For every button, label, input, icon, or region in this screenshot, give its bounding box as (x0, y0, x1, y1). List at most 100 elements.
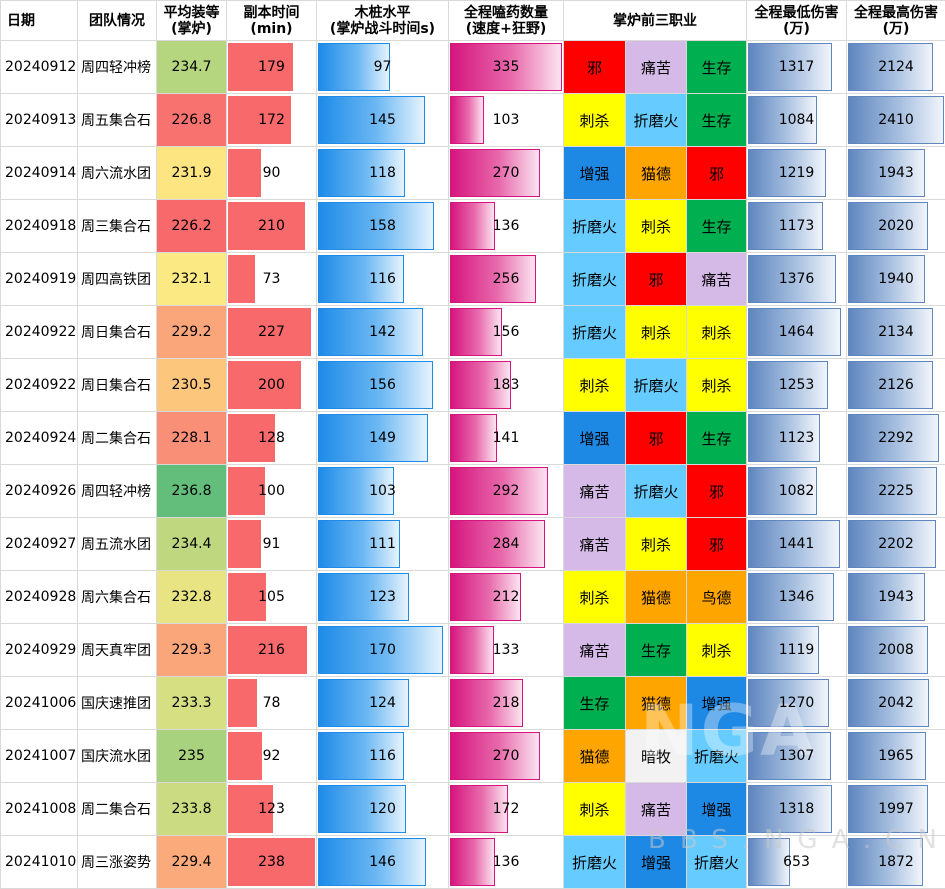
potions-cell[interactable]: 218 (449, 677, 564, 730)
min-dmg-cell[interactable]: 1441 (747, 518, 847, 571)
time-cell[interactable]: 105 (227, 571, 317, 624)
team-cell[interactable]: 周日集合石 (78, 306, 157, 359)
potions-cell[interactable]: 335 (449, 41, 564, 94)
min-dmg-cell[interactable]: 1317 (747, 41, 847, 94)
potions-cell[interactable]: 183 (449, 359, 564, 412)
gear-cell[interactable]: 234.4 (157, 518, 227, 571)
dummy-cell[interactable]: 116 (317, 730, 449, 783)
max-dmg-cell[interactable]: 2134 (847, 306, 945, 359)
min-dmg-cell[interactable]: 1082 (747, 465, 847, 518)
header-min-dmg[interactable]: 全程最低伤害 (万) (747, 1, 847, 41)
job-cell[interactable]: 折磨火 (564, 836, 626, 889)
potions-cell[interactable]: 212 (449, 571, 564, 624)
team-cell[interactable]: 国庆速推团 (78, 677, 157, 730)
team-cell[interactable]: 周四轻冲榜 (78, 465, 157, 518)
job-cell[interactable]: 增强 (564, 147, 626, 200)
date-cell[interactable]: 20240922 (1, 359, 78, 412)
dummy-cell[interactable]: 97 (317, 41, 449, 94)
dummy-cell[interactable]: 118 (317, 147, 449, 200)
dummy-cell[interactable]: 116 (317, 253, 449, 306)
dummy-cell[interactable]: 145 (317, 94, 449, 147)
date-cell[interactable]: 20241007 (1, 730, 78, 783)
gear-cell[interactable]: 234.7 (157, 41, 227, 94)
job-cell[interactable]: 生存 (687, 41, 747, 94)
job-cell[interactable]: 痛苦 (687, 253, 747, 306)
header-date[interactable]: 日期 (1, 1, 78, 41)
max-dmg-cell[interactable]: 2225 (847, 465, 945, 518)
potions-cell[interactable]: 133 (449, 624, 564, 677)
job-cell[interactable]: 暗牧 (626, 730, 687, 783)
date-cell[interactable]: 20240922 (1, 306, 78, 359)
max-dmg-cell[interactable]: 1965 (847, 730, 945, 783)
dummy-cell[interactable]: 170 (317, 624, 449, 677)
job-cell[interactable]: 折磨火 (626, 465, 687, 518)
team-cell[interactable]: 国庆流水团 (78, 730, 157, 783)
max-dmg-cell[interactable]: 1943 (847, 571, 945, 624)
gear-cell[interactable]: 230.5 (157, 359, 227, 412)
min-dmg-cell[interactable]: 653 (747, 836, 847, 889)
time-cell[interactable]: 238 (227, 836, 317, 889)
job-cell[interactable]: 生存 (687, 94, 747, 147)
time-cell[interactable]: 128 (227, 412, 317, 465)
job-cell[interactable]: 痛苦 (564, 518, 626, 571)
dummy-cell[interactable]: 124 (317, 677, 449, 730)
min-dmg-cell[interactable]: 1270 (747, 677, 847, 730)
min-dmg-cell[interactable]: 1318 (747, 783, 847, 836)
job-cell[interactable]: 邪 (626, 412, 687, 465)
date-cell[interactable]: 20240929 (1, 624, 78, 677)
max-dmg-cell[interactable]: 2202 (847, 518, 945, 571)
job-cell[interactable]: 鸟德 (687, 571, 747, 624)
job-cell[interactable]: 刺杀 (626, 200, 687, 253)
job-cell[interactable]: 刺杀 (626, 518, 687, 571)
potions-cell[interactable]: 256 (449, 253, 564, 306)
job-cell[interactable]: 邪 (687, 465, 747, 518)
team-cell[interactable]: 周三集合石 (78, 200, 157, 253)
job-cell[interactable]: 增强 (564, 412, 626, 465)
gear-cell[interactable]: 232.1 (157, 253, 227, 306)
date-cell[interactable]: 20240912 (1, 41, 78, 94)
gear-cell[interactable]: 228.1 (157, 412, 227, 465)
min-dmg-cell[interactable]: 1307 (747, 730, 847, 783)
date-cell[interactable]: 20240926 (1, 465, 78, 518)
team-cell[interactable]: 周五集合石 (78, 94, 157, 147)
max-dmg-cell[interactable]: 1943 (847, 147, 945, 200)
gear-cell[interactable]: 229.3 (157, 624, 227, 677)
date-cell[interactable]: 20241006 (1, 677, 78, 730)
gear-cell[interactable]: 229.4 (157, 836, 227, 889)
job-cell[interactable]: 邪 (626, 253, 687, 306)
job-cell[interactable]: 猫德 (564, 730, 626, 783)
dummy-cell[interactable]: 158 (317, 200, 449, 253)
team-cell[interactable]: 周五流水团 (78, 518, 157, 571)
time-cell[interactable]: 210 (227, 200, 317, 253)
potions-cell[interactable]: 136 (449, 836, 564, 889)
job-cell[interactable]: 生存 (687, 412, 747, 465)
gear-cell[interactable]: 233.8 (157, 783, 227, 836)
job-cell[interactable]: 痛苦 (564, 465, 626, 518)
dummy-cell[interactable]: 156 (317, 359, 449, 412)
potions-cell[interactable]: 156 (449, 306, 564, 359)
time-cell[interactable]: 216 (227, 624, 317, 677)
job-cell[interactable]: 增强 (687, 783, 747, 836)
time-cell[interactable]: 123 (227, 783, 317, 836)
job-cell[interactable]: 刺杀 (687, 624, 747, 677)
time-cell[interactable]: 92 (227, 730, 317, 783)
max-dmg-cell[interactable]: 2042 (847, 677, 945, 730)
job-cell[interactable]: 生存 (626, 624, 687, 677)
job-cell[interactable]: 猫德 (626, 147, 687, 200)
job-cell[interactable]: 痛苦 (626, 41, 687, 94)
gear-cell[interactable]: 236.8 (157, 465, 227, 518)
gear-cell[interactable]: 231.9 (157, 147, 227, 200)
team-cell[interactable]: 周六流水团 (78, 147, 157, 200)
team-cell[interactable]: 周四高铁团 (78, 253, 157, 306)
time-cell[interactable]: 73 (227, 253, 317, 306)
date-cell[interactable]: 20241008 (1, 783, 78, 836)
job-cell[interactable]: 增强 (626, 836, 687, 889)
header-gear[interactable]: 平均装等 (掌炉) (157, 1, 227, 41)
min-dmg-cell[interactable]: 1123 (747, 412, 847, 465)
job-cell[interactable]: 刺杀 (564, 94, 626, 147)
job-cell[interactable]: 刺杀 (564, 359, 626, 412)
time-cell[interactable]: 78 (227, 677, 317, 730)
gear-cell[interactable]: 226.8 (157, 94, 227, 147)
job-cell[interactable]: 猫德 (626, 571, 687, 624)
job-cell[interactable]: 刺杀 (687, 359, 747, 412)
